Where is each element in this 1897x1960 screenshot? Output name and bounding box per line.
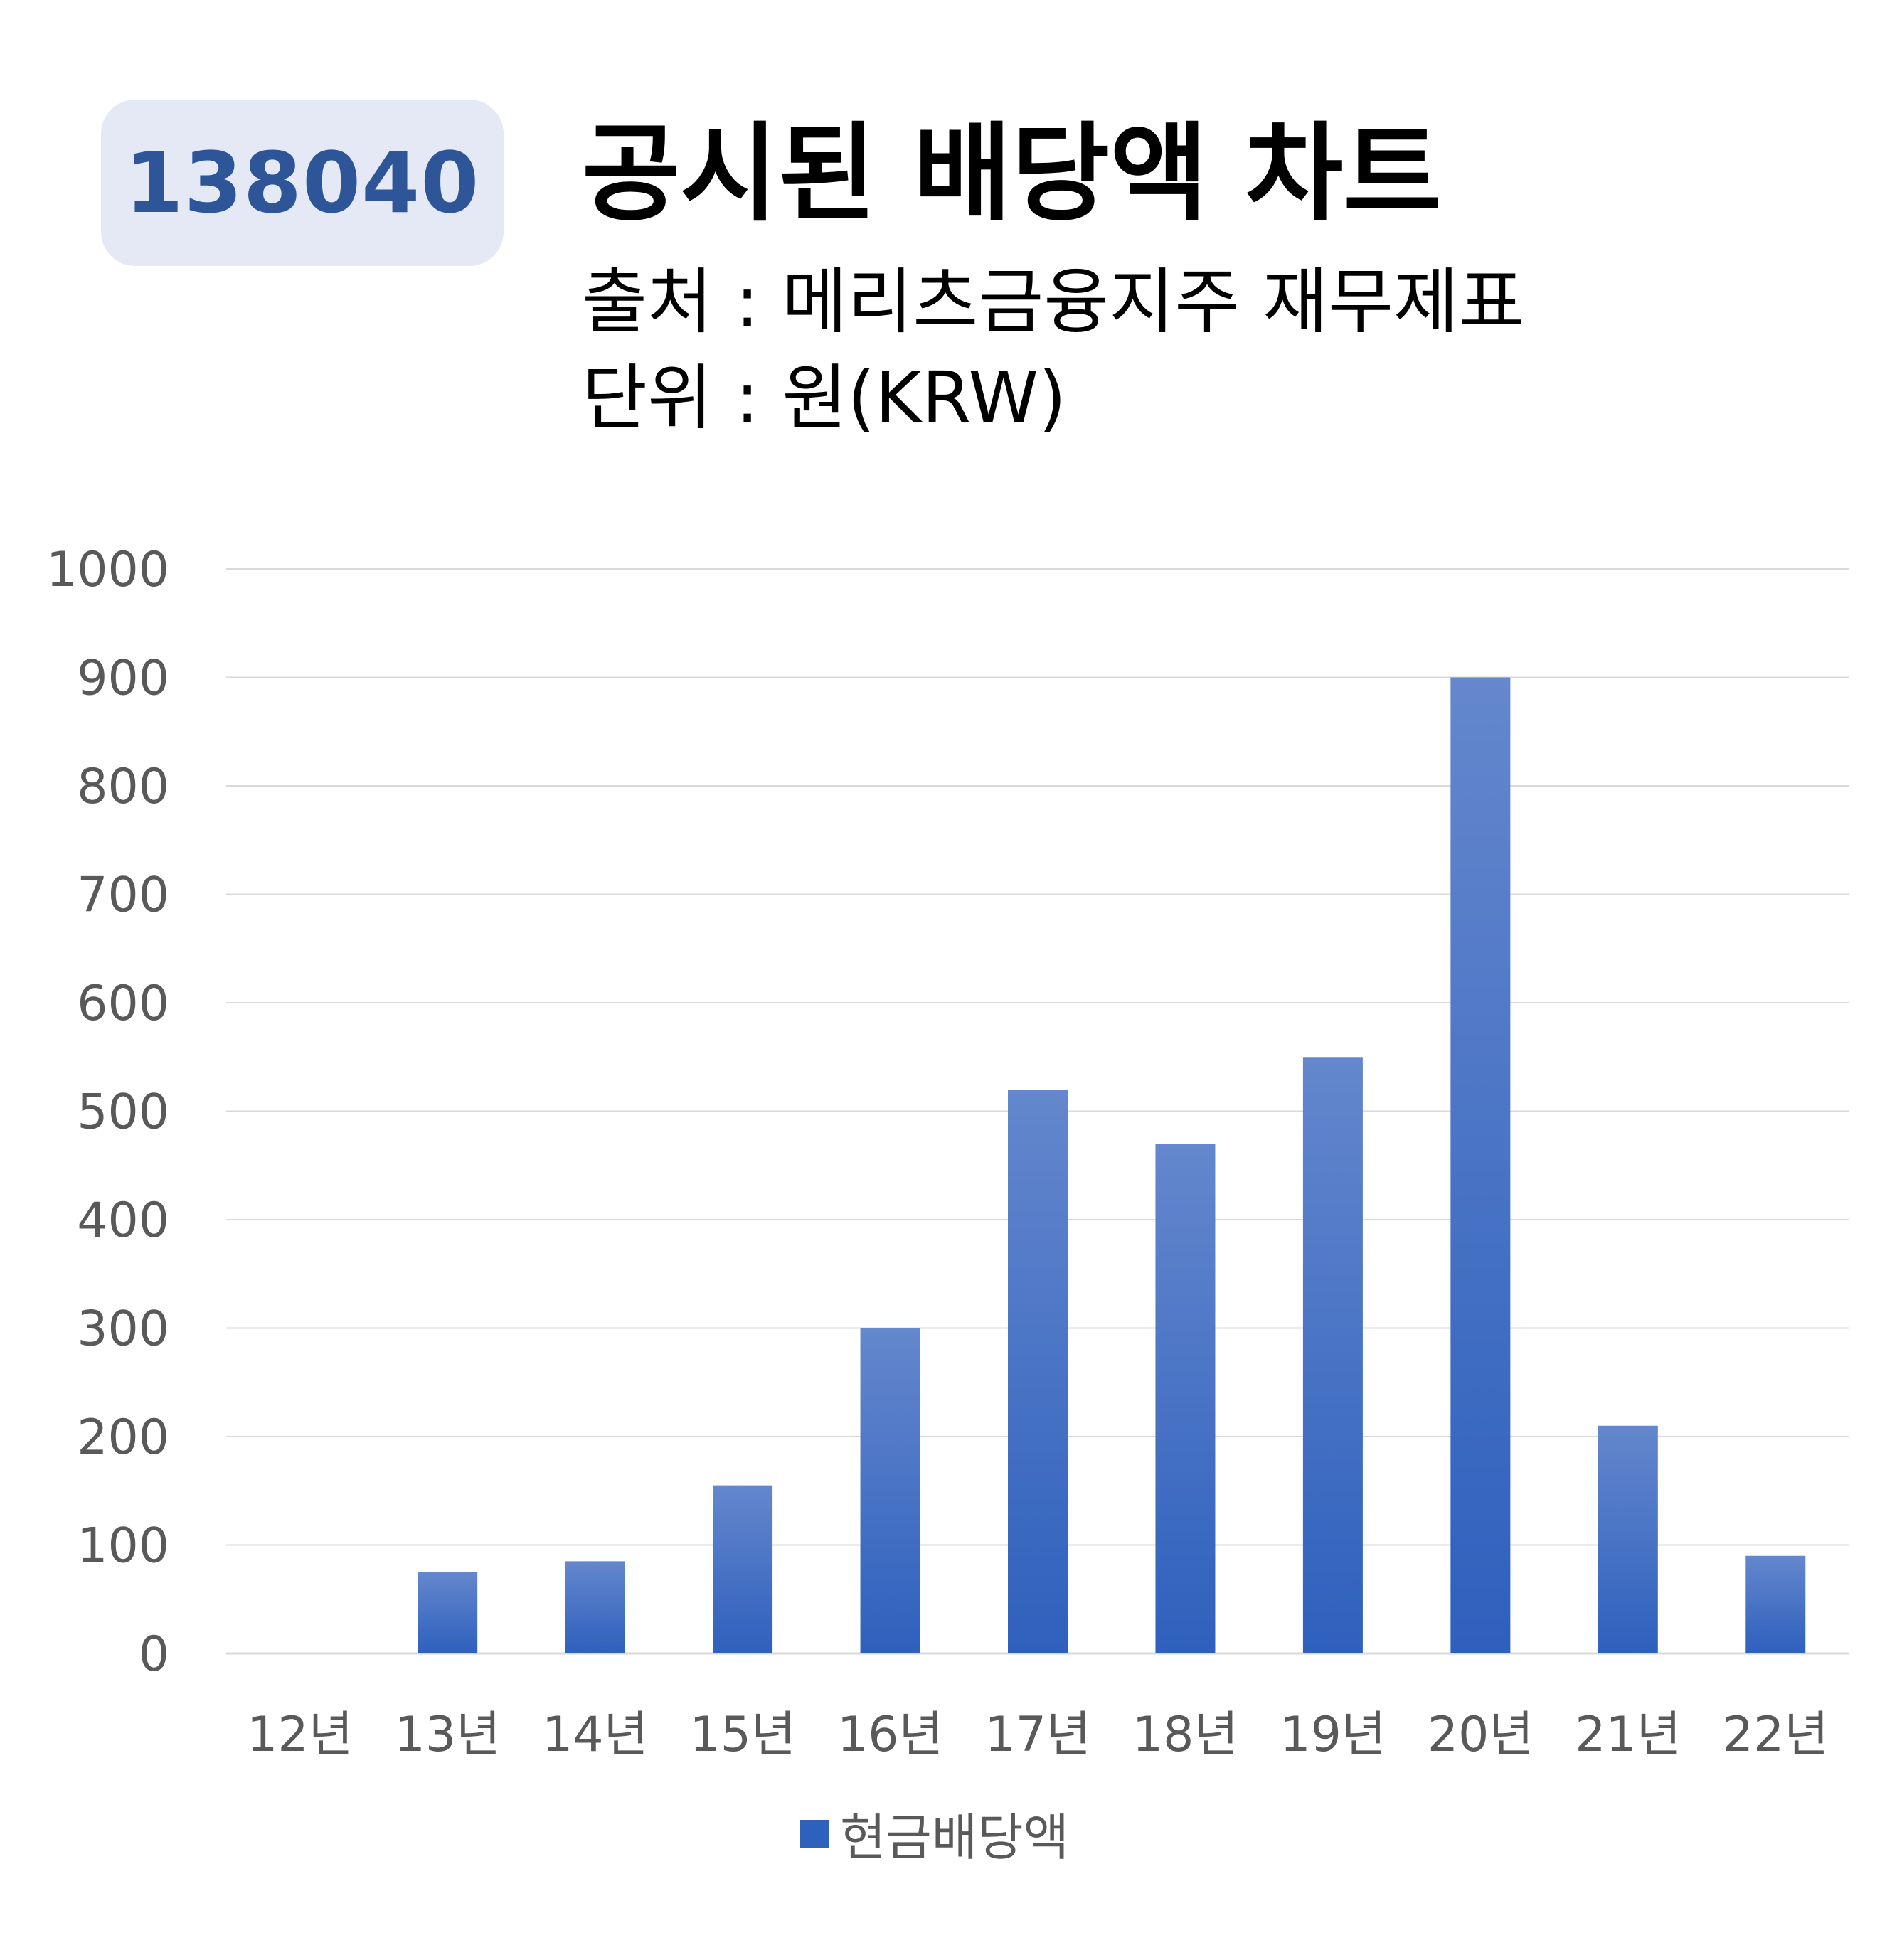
bar-13년 [418, 1572, 478, 1653]
x-tick-label: 17년 [984, 1707, 1090, 1763]
x-tick-label: 21년 [1575, 1707, 1681, 1763]
bar-17년 [1008, 1090, 1068, 1653]
x-tick-label: 13년 [395, 1707, 501, 1763]
y-tick-label: 0 [139, 1626, 169, 1683]
legend-label: 현금배당액 [840, 1809, 1069, 1867]
bars [418, 677, 1806, 1653]
y-tick-label: 900 [77, 651, 169, 707]
x-tick-label: 20년 [1428, 1707, 1534, 1763]
ticker-code: 138040 [124, 134, 480, 232]
bar-20년 [1450, 677, 1511, 1653]
bar-15년 [713, 1485, 773, 1653]
y-tick-label: 300 [77, 1301, 169, 1358]
bar-14년 [565, 1561, 625, 1653]
source-note: 출처 : 메리츠금융지주 재무제표 [582, 260, 1525, 343]
x-tick-label: 14년 [542, 1707, 648, 1763]
x-tick-label: 12년 [247, 1707, 353, 1763]
x-tick-label: 16년 [837, 1707, 943, 1763]
y-axis-ticks: 0 100 200 300 400 500 600 700 800 900 1000 [46, 542, 169, 1683]
legend: 현금배당액 [800, 1798, 1069, 1870]
y-tick-label: 400 [77, 1193, 169, 1249]
y-tick-label: 500 [77, 1085, 169, 1141]
bar-19년 [1302, 1057, 1363, 1653]
x-tick-label: 19년 [1280, 1707, 1386, 1763]
y-tick-label: 700 [77, 868, 169, 924]
y-tick-label: 1000 [46, 542, 169, 598]
y-tick-label: 600 [77, 976, 169, 1032]
x-tick-label: 18년 [1132, 1707, 1238, 1763]
bar-21년 [1598, 1425, 1658, 1653]
x-tick-label: 22년 [1723, 1707, 1829, 1763]
bar-16년 [860, 1328, 920, 1653]
y-tick-label: 800 [77, 759, 169, 815]
chart-title: 공시된 배당액 차트 [582, 112, 1442, 236]
unit-note: 단위 : 원(KRW) [582, 356, 1067, 440]
x-tick-label: 15년 [690, 1707, 796, 1763]
bar-18년 [1155, 1144, 1216, 1653]
ticker-badge: 138040 [101, 100, 504, 266]
y-tick-label: 100 [77, 1518, 169, 1575]
y-tick-label: 200 [77, 1410, 169, 1466]
bar-22년 [1745, 1555, 1806, 1653]
x-axis-ticks: 12년 13년 14년 15년 16년 17년 18년 19년 20년 21년 22년 [247, 1707, 1829, 1763]
legend-swatch [800, 1819, 829, 1848]
